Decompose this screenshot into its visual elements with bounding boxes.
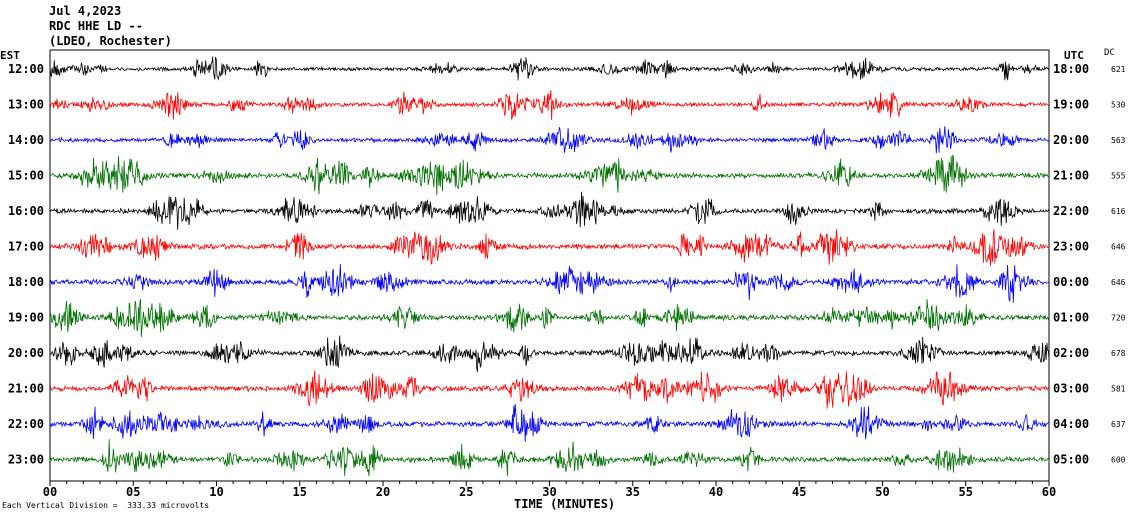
trace-row-1700	[49, 229, 1050, 267]
dc-axis-title: DC	[1104, 48, 1115, 58]
x-tick-label: 15	[293, 485, 307, 499]
x-tick-label: 10	[209, 485, 223, 499]
est-label-1600: 16:00	[8, 204, 44, 218]
utc-label-0500: 05:00	[1053, 453, 1089, 467]
utc-label-2200: 22:00	[1053, 204, 1089, 218]
utc-label-0300: 03:00	[1053, 382, 1089, 396]
trace-row-2000	[49, 335, 1050, 372]
est-label-1800: 18:00	[8, 275, 44, 289]
header-network: (LDEO, Rochester)	[49, 34, 172, 48]
header-date: Jul 4,2023	[49, 4, 122, 18]
dc-value: 600	[1111, 456, 1126, 465]
trace-row-2100	[49, 370, 1050, 409]
utc-label-2300: 23:00	[1053, 240, 1089, 254]
x-tick-label: 55	[959, 485, 973, 499]
dc-value: 720	[1111, 314, 1126, 323]
utc-label-1900: 19:00	[1053, 98, 1089, 112]
x-tick-label: 45	[792, 485, 806, 499]
est-label-1300: 13:00	[8, 98, 44, 112]
utc-label-0000: 00:00	[1053, 275, 1089, 289]
dc-value: 646	[1111, 278, 1126, 287]
x-tick-label: 60	[1042, 485, 1056, 499]
trace-row-1400	[49, 126, 1050, 154]
est-axis-title: EST	[0, 49, 20, 62]
dc-value: 621	[1111, 65, 1126, 74]
dc-value: 530	[1111, 101, 1126, 110]
x-tick-label: 25	[459, 485, 473, 499]
x-tick-label: 30	[542, 485, 556, 499]
trace-row-1200	[49, 56, 1050, 81]
est-label-2000: 20:00	[8, 346, 44, 360]
x-tick-label: 35	[626, 485, 640, 499]
header-station: RDC HHE LD --	[49, 19, 143, 33]
trace-row-1300	[49, 90, 1050, 120]
est-label-2200: 22:00	[8, 417, 44, 431]
x-tick-label: 50	[875, 485, 889, 499]
utc-label-2000: 20:00	[1053, 133, 1089, 147]
footer-scale-note: Each Vertical Division = 333.33 microvol…	[2, 501, 210, 510]
trace-row-1900	[49, 299, 1050, 338]
x-tick-label: 05	[126, 485, 140, 499]
utc-axis-title: UTC	[1064, 49, 1084, 62]
utc-label-1800: 18:00	[1053, 62, 1089, 76]
est-label-1700: 17:00	[8, 240, 44, 254]
x-tick-label: 40	[709, 485, 723, 499]
x-tick-label: 20	[376, 485, 390, 499]
est-label-1500: 15:00	[8, 169, 44, 183]
trace-row-2200	[49, 403, 1050, 443]
x-tick-label: 00	[43, 485, 57, 499]
trace-row-1500	[49, 154, 1050, 196]
utc-label-2100: 21:00	[1053, 169, 1089, 183]
utc-label-0100: 01:00	[1053, 311, 1089, 325]
dc-value: 678	[1111, 349, 1126, 358]
dc-value: 637	[1111, 420, 1126, 429]
x-axis-label: TIME (MINUTES)	[514, 497, 616, 511]
est-label-2300: 23:00	[8, 453, 44, 467]
dc-value: 616	[1111, 207, 1126, 216]
est-label-1200: 12:00	[8, 62, 44, 76]
est-label-1900: 19:00	[8, 311, 44, 325]
dc-value: 581	[1111, 385, 1126, 394]
trace-row-2300	[49, 439, 1050, 477]
est-label-1400: 14:00	[8, 133, 44, 147]
dc-value: 646	[1111, 243, 1126, 252]
dc-value: 563	[1111, 136, 1126, 145]
trace-row-1800	[49, 264, 1050, 303]
trace-row-1600	[49, 191, 1050, 230]
utc-label-0200: 02:00	[1053, 346, 1089, 360]
dc-value: 555	[1111, 172, 1126, 181]
utc-label-0400: 04:00	[1053, 417, 1089, 431]
est-label-2100: 21:00	[8, 382, 44, 396]
